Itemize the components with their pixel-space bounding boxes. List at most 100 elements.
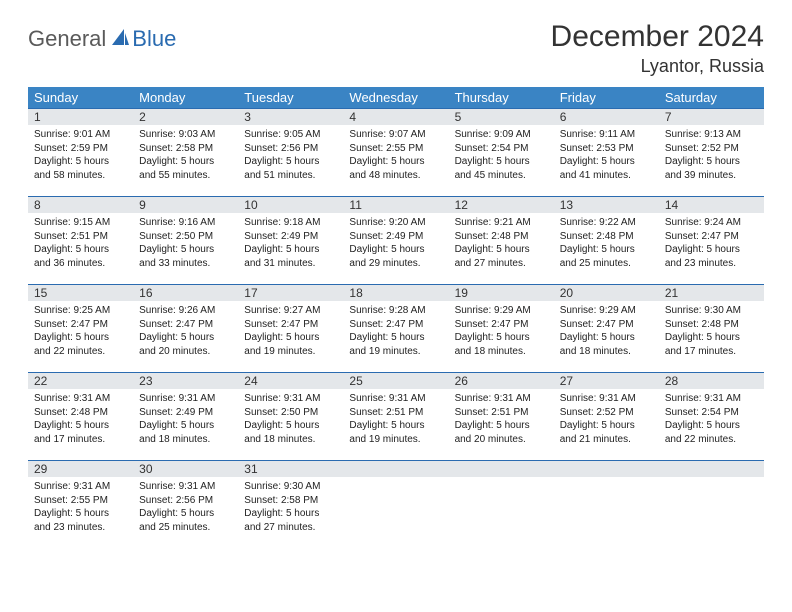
calendar-cell: 11Sunrise: 9:20 AMSunset: 2:49 PMDayligh… — [343, 196, 448, 284]
day-details: Sunrise: 9:09 AMSunset: 2:54 PMDaylight:… — [449, 125, 554, 188]
day-number: 12 — [449, 196, 554, 213]
logo-text-general: General — [28, 26, 106, 52]
daylight-text: and 18 minutes. — [560, 345, 653, 359]
day-number: 28 — [659, 372, 764, 389]
calendar-cell: 22Sunrise: 9:31 AMSunset: 2:48 PMDayligh… — [28, 372, 133, 460]
day-number: 13 — [554, 196, 659, 213]
sunrise-text: Sunrise: 9:05 AM — [244, 128, 337, 142]
daylight-text: Daylight: 5 hours — [560, 155, 653, 169]
sunset-text: Sunset: 2:55 PM — [349, 142, 442, 156]
logo-text-blue: Blue — [132, 26, 176, 52]
calendar-cell: 17Sunrise: 9:27 AMSunset: 2:47 PMDayligh… — [238, 284, 343, 372]
day-number: 29 — [28, 460, 133, 477]
daylight-text: and 18 minutes. — [244, 433, 337, 447]
title-block: December 2024 Lyantor, Russia — [551, 20, 764, 77]
daylight-text: and 51 minutes. — [244, 169, 337, 183]
sunset-text: Sunset: 2:49 PM — [349, 230, 442, 244]
sunset-text: Sunset: 2:54 PM — [665, 406, 758, 420]
daylight-text: and 22 minutes. — [34, 345, 127, 359]
daylight-text: Daylight: 5 hours — [455, 243, 548, 257]
calendar-cell: 14Sunrise: 9:24 AMSunset: 2:47 PMDayligh… — [659, 196, 764, 284]
daylight-text: Daylight: 5 hours — [455, 155, 548, 169]
calendar-table: Sunday Monday Tuesday Wednesday Thursday… — [28, 87, 764, 548]
weekday-header-row: Sunday Monday Tuesday Wednesday Thursday… — [28, 87, 764, 108]
daylight-text: Daylight: 5 hours — [244, 155, 337, 169]
calendar-page: General Blue December 2024 Lyantor, Russ… — [0, 0, 792, 568]
page-header: General Blue December 2024 Lyantor, Russ… — [28, 20, 764, 77]
daylight-text: Daylight: 5 hours — [349, 419, 442, 433]
weekday-header: Thursday — [449, 87, 554, 108]
calendar-cell: 13Sunrise: 9:22 AMSunset: 2:48 PMDayligh… — [554, 196, 659, 284]
day-details: Sunrise: 9:31 AMSunset: 2:50 PMDaylight:… — [238, 389, 343, 452]
day-details: Sunrise: 9:31 AMSunset: 2:54 PMDaylight:… — [659, 389, 764, 452]
daylight-text: Daylight: 5 hours — [34, 155, 127, 169]
day-number: 26 — [449, 372, 554, 389]
sunrise-text: Sunrise: 9:18 AM — [244, 216, 337, 230]
day-details: Sunrise: 9:03 AMSunset: 2:58 PMDaylight:… — [133, 125, 238, 188]
daylight-text: Daylight: 5 hours — [560, 419, 653, 433]
sunset-text: Sunset: 2:47 PM — [560, 318, 653, 332]
sunrise-text: Sunrise: 9:31 AM — [139, 392, 232, 406]
daylight-text: and 39 minutes. — [665, 169, 758, 183]
day-details: Sunrise: 9:31 AMSunset: 2:48 PMDaylight:… — [28, 389, 133, 452]
daylight-text: and 25 minutes. — [560, 257, 653, 271]
calendar-cell: 7Sunrise: 9:13 AMSunset: 2:52 PMDaylight… — [659, 108, 764, 196]
day-number: 6 — [554, 108, 659, 125]
calendar-cell: 16Sunrise: 9:26 AMSunset: 2:47 PMDayligh… — [133, 284, 238, 372]
calendar-cell-empty — [449, 460, 554, 548]
calendar-cell: 6Sunrise: 9:11 AMSunset: 2:53 PMDaylight… — [554, 108, 659, 196]
daylight-text: Daylight: 5 hours — [139, 419, 232, 433]
calendar-cell: 31Sunrise: 9:30 AMSunset: 2:58 PMDayligh… — [238, 460, 343, 548]
daylight-text: Daylight: 5 hours — [244, 243, 337, 257]
day-details: Sunrise: 9:13 AMSunset: 2:52 PMDaylight:… — [659, 125, 764, 188]
calendar-body: 1Sunrise: 9:01 AMSunset: 2:59 PMDaylight… — [28, 108, 764, 548]
day-number: 5 — [449, 108, 554, 125]
daylight-text: Daylight: 5 hours — [349, 155, 442, 169]
daylight-text: Daylight: 5 hours — [349, 331, 442, 345]
sunset-text: Sunset: 2:47 PM — [349, 318, 442, 332]
sunrise-text: Sunrise: 9:09 AM — [455, 128, 548, 142]
calendar-cell: 30Sunrise: 9:31 AMSunset: 2:56 PMDayligh… — [133, 460, 238, 548]
sunrise-text: Sunrise: 9:21 AM — [455, 216, 548, 230]
day-number: 2 — [133, 108, 238, 125]
calendar-cell: 3Sunrise: 9:05 AMSunset: 2:56 PMDaylight… — [238, 108, 343, 196]
sunset-text: Sunset: 2:58 PM — [244, 494, 337, 508]
sunset-text: Sunset: 2:59 PM — [34, 142, 127, 156]
sunrise-text: Sunrise: 9:30 AM — [244, 480, 337, 494]
day-details: Sunrise: 9:31 AMSunset: 2:49 PMDaylight:… — [133, 389, 238, 452]
daylight-text: Daylight: 5 hours — [34, 419, 127, 433]
sunset-text: Sunset: 2:48 PM — [455, 230, 548, 244]
sunset-text: Sunset: 2:50 PM — [139, 230, 232, 244]
calendar-cell: 26Sunrise: 9:31 AMSunset: 2:51 PMDayligh… — [449, 372, 554, 460]
logo-sail-icon — [110, 27, 130, 47]
calendar-cell: 9Sunrise: 9:16 AMSunset: 2:50 PMDaylight… — [133, 196, 238, 284]
day-number: 3 — [238, 108, 343, 125]
weekday-header: Friday — [554, 87, 659, 108]
day-number: 30 — [133, 460, 238, 477]
day-details: Sunrise: 9:07 AMSunset: 2:55 PMDaylight:… — [343, 125, 448, 188]
daylight-text: and 19 minutes. — [244, 345, 337, 359]
daylight-text: and 33 minutes. — [139, 257, 232, 271]
day-details: Sunrise: 9:05 AMSunset: 2:56 PMDaylight:… — [238, 125, 343, 188]
sunrise-text: Sunrise: 9:29 AM — [560, 304, 653, 318]
daylight-text: and 17 minutes. — [34, 433, 127, 447]
day-details: Sunrise: 9:28 AMSunset: 2:47 PMDaylight:… — [343, 301, 448, 364]
daylight-text: Daylight: 5 hours — [665, 155, 758, 169]
daylight-text: and 18 minutes. — [139, 433, 232, 447]
calendar-row: 15Sunrise: 9:25 AMSunset: 2:47 PMDayligh… — [28, 284, 764, 372]
calendar-cell: 25Sunrise: 9:31 AMSunset: 2:51 PMDayligh… — [343, 372, 448, 460]
day-number-empty — [659, 460, 764, 477]
day-details: Sunrise: 9:11 AMSunset: 2:53 PMDaylight:… — [554, 125, 659, 188]
sunrise-text: Sunrise: 9:31 AM — [455, 392, 548, 406]
calendar-row: 22Sunrise: 9:31 AMSunset: 2:48 PMDayligh… — [28, 372, 764, 460]
calendar-cell: 1Sunrise: 9:01 AMSunset: 2:59 PMDaylight… — [28, 108, 133, 196]
day-number-empty — [449, 460, 554, 477]
daylight-text: and 22 minutes. — [665, 433, 758, 447]
sunrise-text: Sunrise: 9:31 AM — [349, 392, 442, 406]
day-number: 23 — [133, 372, 238, 389]
sunrise-text: Sunrise: 9:20 AM — [349, 216, 442, 230]
day-number-empty — [343, 460, 448, 477]
month-title: December 2024 — [551, 20, 764, 54]
daylight-text: Daylight: 5 hours — [665, 243, 758, 257]
daylight-text: Daylight: 5 hours — [34, 331, 127, 345]
